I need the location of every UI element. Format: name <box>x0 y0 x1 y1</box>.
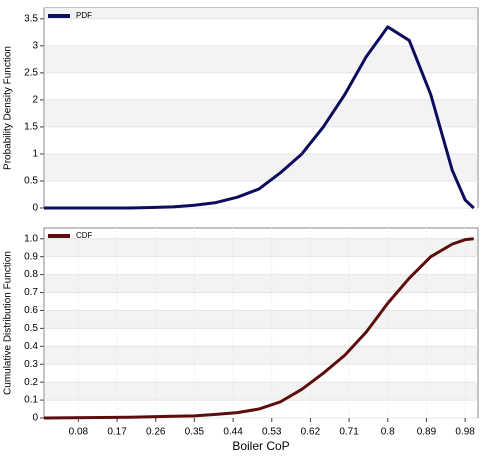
y-tick-label: 2.5 <box>24 68 38 79</box>
x-axis-label: Boiler CoP <box>232 439 289 453</box>
y-tick-label: 0.9 <box>24 251 38 262</box>
x-tick-label: 0.26 <box>146 427 166 438</box>
grid-band <box>45 310 477 329</box>
y-tick-label: 0.3 <box>24 359 38 370</box>
y-tick-label: 0.7 <box>24 287 38 298</box>
y-tick-label: 1.5 <box>24 122 38 133</box>
y-axis-label: Cumulative Distribution Function <box>3 251 14 395</box>
x-tick-label: 0.89 <box>417 427 437 438</box>
y-tick-label: 2 <box>32 95 38 106</box>
y-tick-label: 3 <box>32 40 38 51</box>
x-tick-label: 0.71 <box>339 427 359 438</box>
y-tick-label: 0.4 <box>24 341 38 352</box>
y-tick-label: 0 <box>32 203 38 214</box>
y-tick-label: 0.1 <box>24 395 38 406</box>
y-tick-label: 3.5 <box>24 13 38 24</box>
grid-band <box>45 346 477 365</box>
x-tick-label: 0.08 <box>69 427 89 438</box>
y-axis-label: Probability Density Function <box>3 46 14 170</box>
grid-band <box>45 99 477 127</box>
y-tick-label: 0.5 <box>24 176 38 187</box>
grid-band <box>45 45 477 73</box>
line-series <box>44 25 475 210</box>
x-tick-label: 0.53 <box>262 427 282 438</box>
y-tick-label: 0.8 <box>24 269 38 280</box>
y-tick-label: 0 <box>32 413 38 424</box>
grid-band <box>45 153 477 181</box>
legend-label: PDF <box>76 11 92 20</box>
x-tick-label: 0.62 <box>301 427 321 438</box>
grid-band <box>45 382 477 401</box>
grid-band <box>45 8 477 19</box>
grid-band <box>45 238 477 257</box>
grid-band <box>45 274 477 293</box>
x-tick-label: 0.44 <box>223 427 243 438</box>
x-tick-label: 0.8 <box>381 427 395 438</box>
legend-label: CDF <box>76 231 93 240</box>
y-tick-label: 0.2 <box>24 377 38 388</box>
y-tick-label: 0.6 <box>24 305 38 316</box>
y-tick-label: 1 <box>32 149 38 160</box>
x-tick-label: 0.35 <box>185 427 205 438</box>
y-tick-label: 0.5 <box>24 323 38 334</box>
x-tick-label: 0.17 <box>107 427 127 438</box>
x-tick-label: 0.98 <box>455 427 475 438</box>
y-tick-label: 1.0 <box>24 233 38 244</box>
line-series <box>43 237 474 420</box>
